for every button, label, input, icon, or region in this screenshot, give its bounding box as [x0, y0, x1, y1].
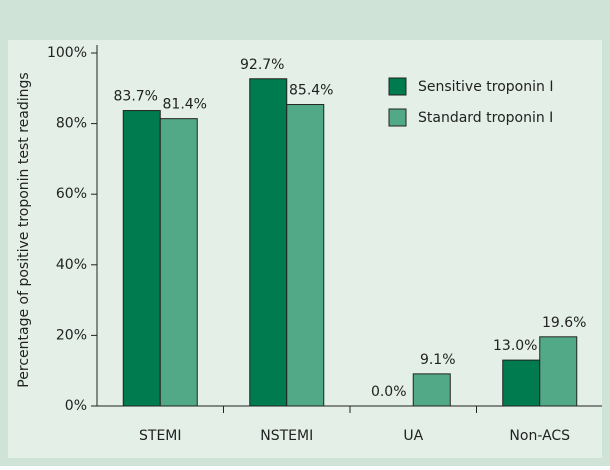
bar	[286, 104, 325, 407]
x-tick-label: STEMI	[139, 428, 182, 444]
y-axis-label: Percentage of positive troponin test rea…	[16, 72, 32, 387]
y-tick-label: 60%	[56, 186, 87, 202]
value-label: 83.7%	[114, 89, 158, 105]
legend-label: Sensitive troponin I	[418, 79, 553, 95]
value-label: 19.6%	[542, 315, 586, 331]
value-label: 0.0%	[371, 384, 407, 400]
x-tick-label: NSTEMI	[260, 428, 313, 444]
x-tick-label: UA	[403, 428, 423, 444]
y-tick-label: 20%	[56, 327, 87, 343]
value-label: 92.7%	[240, 57, 284, 73]
y-tick-label: 80%	[56, 116, 87, 132]
value-label: 9.1%	[420, 352, 456, 368]
value-label: 85.4%	[289, 83, 333, 99]
y-tick-label: 0%	[65, 398, 87, 414]
y-tick-label: 100%	[47, 45, 87, 61]
bar	[122, 110, 161, 407]
value-label: 81.4%	[163, 97, 207, 113]
value-label: 13.0%	[493, 338, 537, 354]
bar	[539, 336, 578, 407]
bar	[502, 359, 541, 407]
bar	[412, 373, 451, 407]
bar	[249, 78, 288, 407]
bar	[159, 118, 198, 407]
legend-swatch	[388, 108, 407, 127]
legend-label: Standard troponin I	[418, 110, 553, 126]
x-tick-label: Non-ACS	[509, 428, 570, 444]
y-tick-label: 40%	[56, 257, 87, 273]
legend-swatch	[388, 77, 407, 96]
